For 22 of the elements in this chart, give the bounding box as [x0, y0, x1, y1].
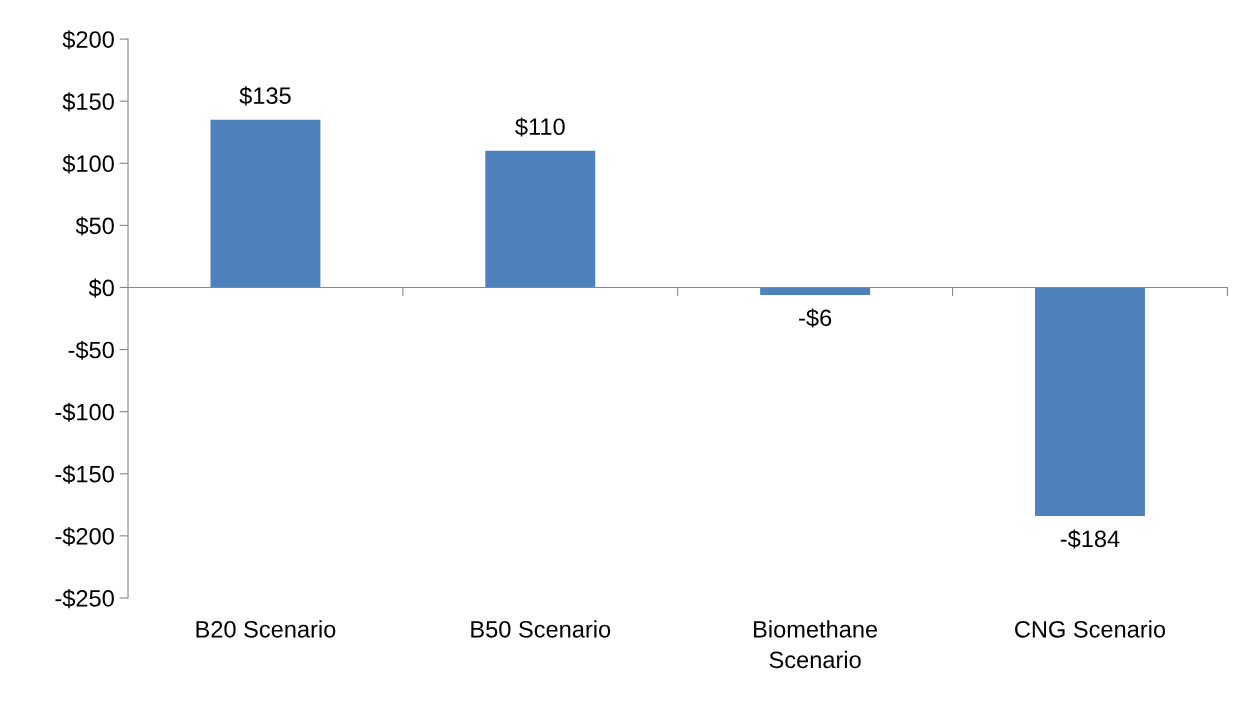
y-tick-label: -$200 [55, 526, 114, 547]
y-tick-label: -$150 [55, 464, 114, 484]
data-label: $110 [515, 117, 565, 137]
x-tick-label: B50 Scenario [471, 620, 611, 638]
y-tick-label: $50 [75, 216, 114, 236]
y-tick-label: $0 [88, 278, 114, 298]
x-tick-label: Biomethane Scenario [754, 620, 878, 669]
y-tick-label: $150 [62, 92, 114, 112]
y-tick-label: -$50 [68, 340, 114, 360]
data-label: -$184 [1060, 529, 1120, 549]
x-tick-label: CNG Scenario [1015, 620, 1166, 638]
bar [210, 119, 321, 288]
y-tick-label: -$250 [55, 589, 114, 609]
x-tick-label: B20 Scenario [196, 620, 336, 638]
y-tick-label: $200 [62, 30, 114, 50]
data-label: $135 [239, 86, 291, 106]
bar [485, 150, 596, 288]
bar [1035, 287, 1145, 516]
data-label: -$6 [799, 308, 832, 328]
bar [760, 287, 871, 295]
y-tick-label: -$100 [55, 402, 114, 422]
y-tick-label: $100 [62, 154, 114, 174]
